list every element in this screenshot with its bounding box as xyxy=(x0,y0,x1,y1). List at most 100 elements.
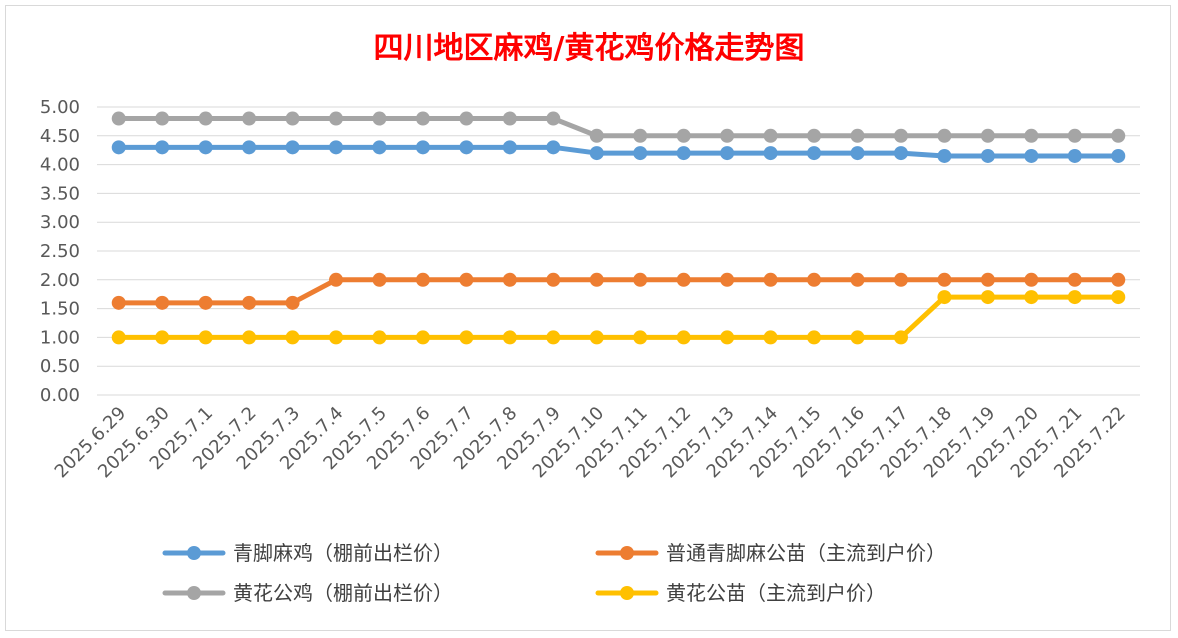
data-point xyxy=(502,111,517,126)
data-point xyxy=(1067,148,1082,163)
data-point xyxy=(155,295,170,310)
data-point xyxy=(937,148,952,163)
data-point xyxy=(372,111,387,126)
data-point xyxy=(589,146,604,161)
data-point xyxy=(893,272,908,287)
data-point xyxy=(459,272,474,287)
data-point xyxy=(589,330,604,345)
data-point xyxy=(155,330,170,345)
data-point xyxy=(633,146,648,161)
series-2 xyxy=(111,272,1126,310)
series-lines xyxy=(111,111,1126,345)
data-point xyxy=(980,290,995,305)
y-tick-label: 5.00 xyxy=(40,97,80,118)
y-tick-label: 3.50 xyxy=(40,183,80,204)
data-point xyxy=(546,140,561,155)
data-point xyxy=(329,140,344,155)
legend-swatch-marker xyxy=(620,546,634,560)
data-point xyxy=(111,330,126,345)
data-point xyxy=(242,111,257,126)
series-line xyxy=(116,277,1121,306)
series-line xyxy=(116,144,1121,159)
data-point xyxy=(111,295,126,310)
data-point xyxy=(807,272,822,287)
data-point xyxy=(329,111,344,126)
data-point xyxy=(633,272,648,287)
data-point xyxy=(459,330,474,345)
data-point xyxy=(1067,290,1082,305)
data-point xyxy=(807,128,822,143)
data-point xyxy=(198,330,213,345)
data-point xyxy=(1111,128,1126,143)
legend-swatch-marker xyxy=(187,546,201,560)
y-tick-label: 2.00 xyxy=(40,270,80,291)
data-point xyxy=(546,272,561,287)
y-tick-label: 2.50 xyxy=(40,241,80,262)
y-tick-label: 4.50 xyxy=(40,126,80,147)
data-point xyxy=(372,330,387,345)
data-point xyxy=(372,140,387,155)
data-point xyxy=(198,140,213,155)
data-point xyxy=(242,295,257,310)
chart-title: 四川地区麻鸡/黄花鸡价格走势图 xyxy=(374,31,805,66)
data-point xyxy=(850,128,865,143)
data-point xyxy=(285,295,300,310)
data-point xyxy=(850,330,865,345)
y-tick-label: 0.50 xyxy=(40,356,80,377)
data-point xyxy=(1067,272,1082,287)
data-point xyxy=(1111,272,1126,287)
data-point xyxy=(937,272,952,287)
data-point xyxy=(676,128,691,143)
data-point xyxy=(1024,272,1039,287)
data-point xyxy=(850,272,865,287)
legend-label: 黄花公苗（主流到户价） xyxy=(666,581,886,605)
series-3 xyxy=(111,111,1126,143)
data-point xyxy=(155,111,170,126)
data-point xyxy=(285,111,300,126)
data-point xyxy=(763,128,778,143)
data-point xyxy=(633,128,648,143)
series-1 xyxy=(111,140,1126,163)
data-point xyxy=(502,330,517,345)
y-tick-label: 1.00 xyxy=(40,327,80,348)
data-point xyxy=(589,272,604,287)
data-point xyxy=(242,330,257,345)
data-point xyxy=(980,272,995,287)
legend-item: 黄花公苗（主流到户价） xyxy=(595,581,886,605)
data-point xyxy=(893,128,908,143)
data-point xyxy=(763,272,778,287)
data-point xyxy=(720,272,735,287)
x-axis-ticks: 2025.6.292025.6.302025.7.12025.7.22025.7… xyxy=(51,403,1130,483)
data-point xyxy=(720,330,735,345)
data-point xyxy=(329,330,344,345)
y-axis-ticks: 0.00 0.50 1.00 1.50 2.00 2.50 3.00 3.50 4.00 4.50… xyxy=(40,97,80,406)
data-point xyxy=(676,330,691,345)
data-point xyxy=(1067,128,1082,143)
series-4 xyxy=(111,290,1126,345)
data-point xyxy=(720,146,735,161)
legend-item: 黄花公鸡（棚前出栏价） xyxy=(162,581,453,605)
y-tick-label: 3.00 xyxy=(40,212,80,233)
data-point xyxy=(459,140,474,155)
data-point xyxy=(807,330,822,345)
legend-label: 普通青脚麻公苗（主流到户价） xyxy=(666,541,946,565)
data-point xyxy=(502,272,517,287)
data-point xyxy=(1024,148,1039,163)
chart-frame xyxy=(5,5,1171,631)
data-point xyxy=(285,140,300,155)
data-point xyxy=(937,128,952,143)
legend-swatch-marker xyxy=(620,586,634,600)
data-point xyxy=(763,330,778,345)
data-point xyxy=(502,140,517,155)
data-point xyxy=(415,330,430,345)
data-point xyxy=(850,146,865,161)
data-point xyxy=(1111,148,1126,163)
data-point xyxy=(1111,290,1126,305)
data-point xyxy=(415,272,430,287)
data-point xyxy=(546,111,561,126)
data-point xyxy=(415,111,430,126)
data-point xyxy=(415,140,430,155)
data-point xyxy=(242,140,257,155)
data-point xyxy=(720,128,735,143)
